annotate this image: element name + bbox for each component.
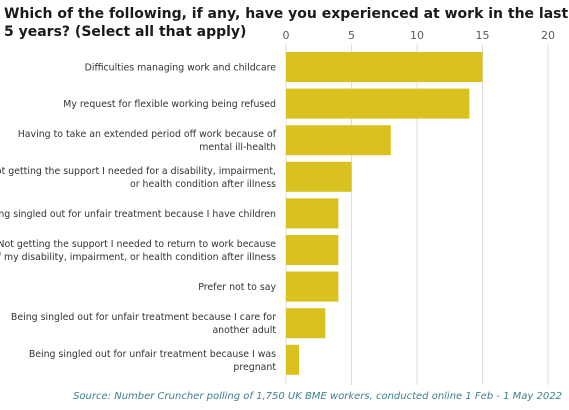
category-label-line: Not getting the support I needed for a d… (0, 166, 276, 177)
category-label-line: Difficulties managing work and childcare (85, 63, 277, 74)
x-axis-ticks: 0 5 10 15 20 (283, 29, 556, 42)
category-label-line: Being singled out for unfair treatment b… (29, 349, 276, 360)
category-label-line: Not getting the support I needed to retu… (0, 239, 276, 250)
x-tick-label: 20 (541, 29, 555, 42)
bar (286, 344, 300, 375)
category-label-line: Having to take an extended period off wo… (18, 129, 277, 140)
bar (286, 198, 339, 229)
bar (286, 52, 483, 82)
bar (286, 161, 352, 192)
x-tick-label: 5 (348, 29, 355, 42)
category-label: Not getting the support I needed for a d… (0, 166, 276, 190)
category-label-line: another adult (212, 325, 276, 336)
category-label-line: My request for flexible working being re… (63, 99, 276, 110)
bar (286, 235, 339, 265)
category-label-line: mental ill-health (199, 142, 276, 153)
category-label: Not getting the support I needed to retu… (0, 239, 276, 263)
chart-title: Which of the following, if any, have you… (4, 5, 569, 41)
bar (286, 308, 326, 339)
category-label-line: Being singled out for unfair treatment b… (11, 312, 276, 323)
category-label: Being singled out for unfair treatment b… (29, 349, 277, 373)
source-note: Source: Number Cruncher polling of 1,750… (73, 391, 562, 402)
x-tick-label: 0 (283, 29, 290, 42)
category-label: Having to take an extended period off wo… (18, 129, 277, 153)
category-label-line: pregnant (233, 362, 276, 373)
category-label: Difficulties managing work and childcare (85, 63, 277, 74)
x-tick-label: 10 (410, 29, 424, 42)
bar (286, 88, 470, 119)
chart-title-line-1: Which of the following, if any, have you… (4, 6, 569, 22)
category-label-line: of my disability, impairment, or health … (0, 252, 276, 263)
category-label: Being singled out for unfair treatment b… (0, 209, 276, 220)
category-label: My request for flexible working being re… (63, 99, 276, 110)
bar (286, 125, 391, 156)
category-label: Prefer not to say (198, 282, 276, 293)
bars (286, 52, 483, 375)
chart-title-line-2: 5 years? (Select all that apply) (4, 24, 247, 40)
category-label: Being singled out for unfair treatment b… (11, 312, 276, 336)
category-labels: Difficulties managing work and childcare… (0, 63, 277, 373)
category-label-line: Being singled out for unfair treatment b… (0, 209, 276, 220)
bar (286, 271, 339, 302)
x-tick-label: 15 (476, 29, 490, 42)
category-label-line: Prefer not to say (198, 282, 276, 293)
category-label-line: or health condition after illness (130, 179, 276, 190)
